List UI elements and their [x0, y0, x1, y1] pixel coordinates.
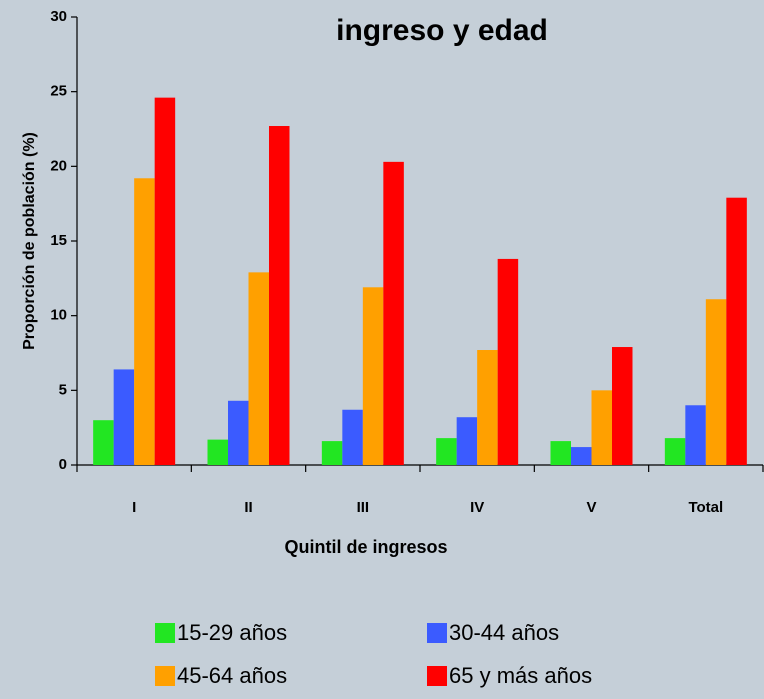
bar	[269, 126, 290, 465]
bar	[497, 258, 519, 465]
bar	[436, 438, 457, 465]
legend-swatch	[155, 623, 175, 643]
bar	[477, 350, 498, 465]
y-tick-label: 20	[50, 157, 67, 174]
y-tick-label: 10	[50, 307, 67, 324]
y-tick-label: 30	[50, 8, 67, 25]
y-axis-title: Proporción de población (%)	[21, 132, 38, 350]
x-tick-label: III	[357, 499, 370, 516]
legend-swatch	[427, 623, 447, 643]
x-tick-label: Total	[688, 499, 723, 516]
bar	[362, 287, 384, 465]
x-tick-label: V	[586, 499, 596, 516]
legend-swatch	[155, 666, 175, 686]
bar	[93, 420, 114, 465]
y-tick-label: 15	[50, 232, 67, 249]
bar	[456, 417, 478, 465]
bar	[342, 409, 363, 465]
legend-label: 15-29 años	[177, 620, 287, 645]
bar	[550, 441, 571, 465]
bar	[664, 438, 686, 465]
x-tick-label: IV	[470, 499, 484, 516]
bar	[591, 390, 612, 465]
x-tick-label: II	[244, 499, 252, 516]
x-axis-title: Quintil de ingresos	[284, 537, 447, 557]
bar	[571, 447, 592, 465]
bar	[726, 197, 747, 465]
bar	[321, 441, 343, 465]
y-tick-label: 5	[59, 381, 67, 398]
chart-title: ingreso y edad	[336, 14, 548, 47]
legend-label: 30-44 años	[449, 620, 559, 645]
bar	[248, 272, 269, 465]
x-tick-label: I	[132, 499, 136, 516]
legend-label: 65 y más años	[449, 663, 592, 688]
bar	[705, 299, 727, 465]
legend-swatch	[427, 666, 447, 686]
bar	[383, 161, 404, 465]
y-tick-label: 0	[59, 456, 67, 473]
legend-label: 45-64 años	[177, 663, 287, 688]
bar	[113, 369, 135, 465]
bar	[685, 405, 706, 465]
bar	[154, 97, 176, 465]
y-tick-label: 25	[50, 83, 67, 100]
bar	[612, 347, 633, 465]
bar	[228, 400, 249, 465]
bar	[207, 439, 228, 465]
bar	[134, 178, 155, 465]
